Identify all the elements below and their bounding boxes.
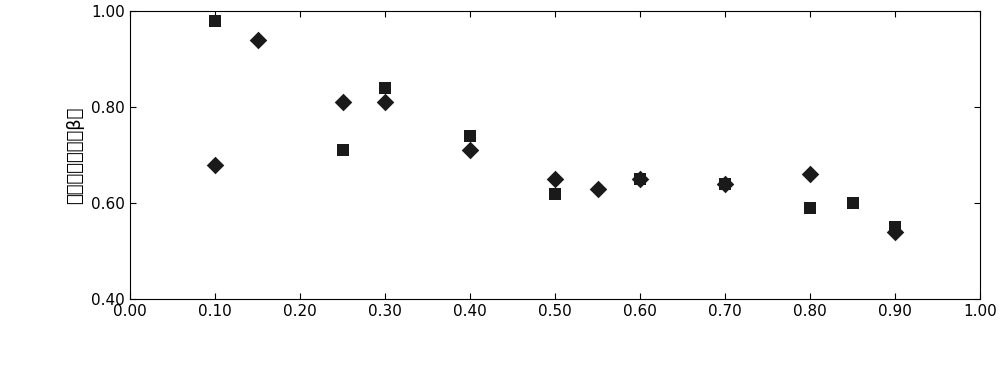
Point: [632, 176, 648, 182]
Point: [377, 99, 393, 105]
Point: [377, 85, 393, 91]
Point: [717, 181, 733, 187]
Point: [887, 224, 903, 230]
Point: [334, 99, 351, 105]
Point: [462, 133, 478, 139]
Point: [547, 191, 563, 196]
Point: [802, 205, 818, 211]
Point: [250, 37, 266, 43]
Point: [207, 162, 223, 168]
Point: [590, 186, 606, 192]
Point: [207, 18, 223, 23]
Y-axis label: 溶质分配系数（β）: 溶质分配系数（β）: [66, 107, 84, 204]
Point: [887, 229, 903, 235]
Point: [632, 176, 648, 182]
Point: [717, 181, 733, 187]
Point: [547, 176, 563, 182]
Point: [802, 172, 818, 177]
Point: [334, 147, 351, 153]
Point: [844, 200, 860, 206]
Point: [462, 147, 478, 153]
